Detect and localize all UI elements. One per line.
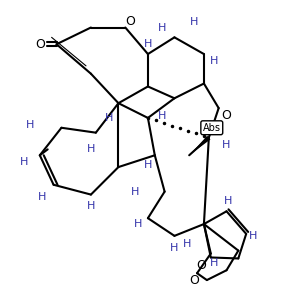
Text: O: O	[222, 109, 231, 123]
Text: H: H	[158, 111, 166, 121]
Text: H: H	[26, 120, 34, 130]
Text: H: H	[158, 22, 166, 32]
Text: H: H	[144, 39, 152, 49]
Text: O: O	[189, 274, 199, 287]
Text: H: H	[104, 113, 113, 123]
Text: H: H	[144, 160, 152, 170]
Text: H: H	[249, 231, 257, 241]
Text: H: H	[210, 56, 218, 66]
Text: H: H	[222, 140, 231, 150]
Text: H: H	[87, 201, 95, 211]
Text: H: H	[210, 258, 218, 268]
Text: O: O	[196, 259, 206, 272]
Polygon shape	[189, 136, 210, 155]
Text: H: H	[37, 191, 46, 201]
Text: H: H	[170, 243, 179, 253]
Text: O: O	[35, 38, 45, 51]
Text: H: H	[224, 197, 233, 206]
Text: O: O	[125, 15, 135, 28]
Text: H: H	[20, 157, 28, 167]
Text: H: H	[131, 187, 139, 197]
Text: H: H	[190, 17, 198, 27]
Text: H: H	[134, 219, 142, 229]
Text: H: H	[183, 239, 191, 249]
Text: H: H	[87, 144, 95, 154]
Text: Abs: Abs	[203, 123, 221, 133]
